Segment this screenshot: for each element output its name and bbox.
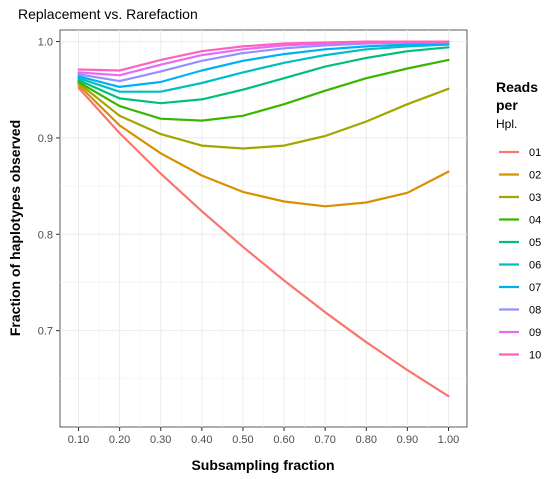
series-line-04	[77, 58, 450, 122]
series-line-07	[77, 42, 450, 89]
legend-label-03: 03	[529, 192, 541, 204]
legend-label-01: 01	[529, 147, 541, 159]
axis-layer: 0.10 0.20 0.30 0.40 0.50 0.60 0.70 0.80 0.90 1.00…	[38, 37, 460, 446]
legend-label-08: 08	[529, 305, 541, 317]
legend-label-02: 02	[529, 170, 541, 182]
y-tick-label: 0.8	[38, 229, 53, 241]
x-tick-label: 0.50	[232, 434, 253, 446]
x-tick-label: 1.00	[438, 434, 459, 446]
series-layer	[77, 40, 450, 398]
y-tick-label: 0.7	[38, 326, 53, 338]
series-line-03	[77, 81, 450, 150]
y-tick-label: 1.0	[38, 37, 53, 49]
legend-title-line: Reads	[496, 79, 538, 95]
x-tick-label: 0.80	[356, 434, 377, 446]
legend-label-06: 06	[529, 260, 541, 272]
y-axis-title: Fraction of haplotypes observed	[7, 120, 23, 336]
series-line-01	[77, 86, 450, 398]
legend-title-line: per	[496, 97, 518, 113]
legend-label-09: 09	[529, 327, 541, 339]
legend-label-04: 04	[529, 215, 541, 227]
x-tick-label: 0.70	[314, 434, 335, 446]
chart-title: Replacement vs. Rarefaction	[18, 6, 198, 22]
series-line-06	[77, 43, 450, 93]
x-tick-label: 0.60	[273, 434, 294, 446]
x-tick-label: 0.40	[191, 434, 212, 446]
series-line-02	[77, 83, 450, 208]
legend-label-07: 07	[529, 282, 541, 294]
legend-label-10: 10	[529, 350, 541, 362]
x-axis-title: Subsampling fraction	[191, 457, 334, 473]
series-line-05	[77, 46, 450, 105]
legend: Reads per Hpl. 01 02 03 04 05 06 07 08 09 10	[496, 79, 541, 362]
legend-label-05: 05	[529, 237, 541, 249]
y-tick-label: 0.9	[38, 133, 53, 145]
x-tick-label: 0.30	[150, 434, 171, 446]
x-tick-label: 0.20	[109, 434, 130, 446]
x-tick-label: 0.10	[68, 434, 89, 446]
x-tick-label: 0.90	[397, 434, 418, 446]
legend-title-line: Hpl.	[496, 117, 517, 131]
series-line-10	[77, 40, 450, 72]
